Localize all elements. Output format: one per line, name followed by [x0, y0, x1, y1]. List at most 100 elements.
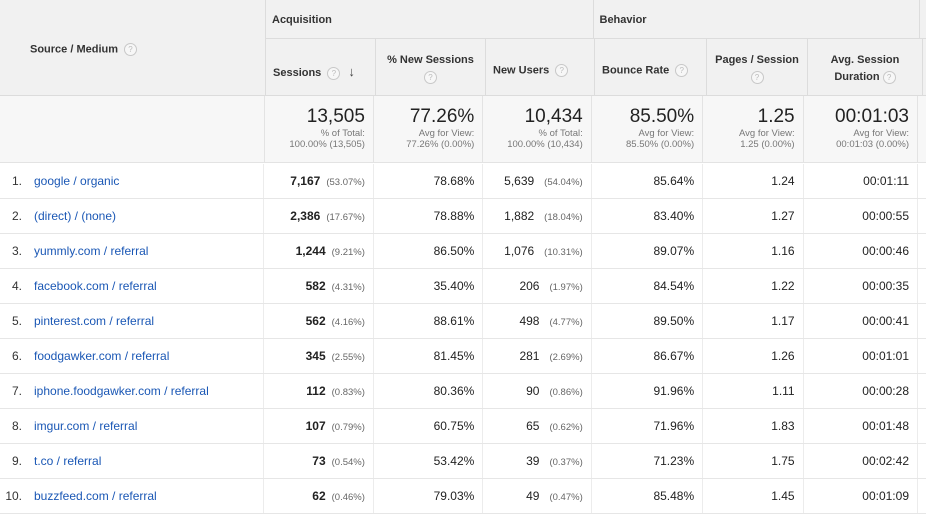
new-sessions-cell: 35.40%	[372, 269, 482, 303]
sessions-percent: (0.54%)	[331, 457, 365, 468]
pages-per-session-value: 1.45	[771, 489, 795, 503]
source-medium-header[interactable]: Source / Medium?	[0, 0, 265, 96]
source-medium-link[interactable]: yummly.com / referral	[34, 244, 149, 258]
source-medium-header-label: Source / Medium	[30, 43, 119, 56]
source-medium-link[interactable]: t.co / referral	[34, 454, 102, 468]
pages-per-session-column-header[interactable]: Pages / Session ?	[706, 39, 807, 95]
help-icon[interactable]: ?	[750, 70, 764, 84]
new-sessions-value: 78.88%	[433, 209, 475, 223]
sessions-column-header[interactable]: Sessions? ↓	[265, 39, 375, 95]
pages-per-session-cell: 1.16	[702, 234, 802, 268]
bounce-rate-cell: 89.50%	[590, 304, 702, 338]
source-medium-cell: 10. buzzfeed.com / referral	[0, 479, 263, 513]
bounce-rate-value: 91.96%	[653, 384, 695, 398]
totals-avg-session-duration-sub1: Avg for View:	[853, 128, 909, 139]
help-icon[interactable]: ?	[882, 70, 896, 84]
sessions-cell: 345 (2.55%)	[263, 339, 372, 373]
source-medium-link[interactable]: imgur.com / referral	[34, 419, 138, 433]
source-medium-cell: 7. iphone.foodgawker.com / referral	[0, 374, 263, 408]
avg-session-duration-cell: 00:01:01	[802, 339, 917, 373]
bounce-rate-column-header[interactable]: Bounce Rate?	[594, 39, 706, 95]
avg-session-duration-cell: 00:01:11	[802, 164, 917, 198]
table-row: 5. pinterest.com / referral 562 (4.16%) 88…	[0, 304, 926, 339]
sessions-percent: (0.79%)	[331, 422, 365, 433]
row-rank: 9.	[11, 454, 22, 468]
bounce-rate-value: 83.40%	[653, 209, 695, 223]
source-medium-link[interactable]: iphone.foodgawker.com / referral	[34, 384, 209, 398]
new-sessions-value: 53.42%	[433, 454, 475, 468]
help-icon[interactable]: ?	[424, 70, 437, 84]
sessions-percent: (9.21%)	[331, 247, 365, 258]
source-medium-cell: 6. foodgawker.com / referral	[0, 339, 263, 373]
source-medium-link[interactable]: foodgawker.com / referral	[34, 349, 170, 363]
totals-pages-per-session: 1.25 Avg for View: 1.25 (0.00%)	[702, 96, 802, 162]
pages-per-session-value: 1.26	[771, 349, 795, 363]
new-sessions-value: 80.36%	[433, 384, 475, 398]
header-filler	[922, 39, 926, 95]
table-row: 10. buzzfeed.com / referral 62 (0.46%) 79.…	[0, 479, 926, 514]
totals-new-users-value: 10,434	[524, 106, 583, 127]
avg-session-duration-cell: 00:00:41	[802, 304, 917, 338]
totals-label-cell	[0, 96, 264, 162]
totals-sessions-value: 13,505	[306, 106, 365, 127]
new-sessions-column-header[interactable]: % New Sessions ?	[375, 39, 485, 95]
row-rank: 1.	[11, 174, 22, 188]
new-sessions-cell: 80.36%	[372, 374, 482, 408]
sessions-cell: 73 (0.54%)	[263, 444, 372, 478]
table-row: 6. foodgawker.com / referral 345 (2.55%) 8…	[0, 339, 926, 374]
source-medium-link[interactable]: pinterest.com / referral	[34, 314, 155, 328]
source-medium-link[interactable]: (direct) / (none)	[34, 209, 117, 223]
sessions-value: 62	[312, 489, 326, 503]
sessions-cell: 62 (0.46%)	[263, 479, 372, 513]
pages-per-session-cell: 1.75	[702, 444, 802, 478]
totals-pages-per-session-sub2: 1.25 (0.00%)	[740, 139, 795, 150]
sessions-value: 112	[306, 384, 326, 398]
avg-session-duration-column-header[interactable]: Avg. Session Duration ?	[807, 39, 922, 95]
help-icon[interactable]: ?	[555, 64, 569, 77]
help-icon[interactable]: ?	[327, 66, 341, 80]
new-sessions-value: 60.75%	[433, 419, 475, 433]
source-medium-link[interactable]: google / organic	[34, 174, 120, 188]
sessions-value: 73	[312, 454, 326, 468]
sessions-value: 582	[305, 279, 326, 293]
table-row: 2. (direct) / (none) 2,386 (17.67%) 78.88%…	[0, 199, 926, 234]
avg-session-duration-cell: 00:00:35	[802, 269, 917, 303]
new-users-column-header[interactable]: New Users?	[485, 39, 594, 95]
bounce-rate-value: 85.48%	[653, 489, 695, 503]
bounce-rate-value: 71.96%	[653, 419, 695, 433]
help-icon[interactable]: ?	[124, 43, 138, 56]
source-medium-link[interactable]: facebook.com / referral	[34, 279, 157, 293]
sessions-value: 7,167	[290, 174, 321, 188]
pages-per-session-value: 1.27	[771, 209, 795, 223]
bounce-rate-cell: 86.67%	[590, 339, 702, 373]
bounce-rate-cell: 71.96%	[590, 409, 702, 443]
new-sessions-header-label: % New Sessions	[387, 54, 474, 66]
sessions-header-label: Sessions	[273, 67, 322, 79]
pages-per-session-value: 1.17	[771, 314, 795, 328]
source-medium-cell: 3. yummly.com / referral	[0, 234, 263, 268]
avg-session-duration-cell: 00:00:46	[802, 234, 917, 268]
bounce-rate-value: 71.23%	[653, 454, 695, 468]
bounce-rate-cell: 89.07%	[590, 234, 702, 268]
acquisition-group-header: Acquisition	[265, 0, 593, 38]
table-row: 9. t.co / referral 73 (0.54%) 53.42% 39 (0.…	[0, 444, 926, 479]
bounce-rate-cell: 85.48%	[590, 479, 702, 513]
new-sessions-cell: 53.42%	[372, 444, 482, 478]
row-rank: 3.	[11, 244, 22, 258]
bounce-rate-value: 89.50%	[653, 314, 695, 328]
source-medium-link[interactable]: buzzfeed.com / referral	[34, 489, 157, 503]
table-row: 3. yummly.com / referral 1,244 (9.21%) 86.…	[0, 234, 926, 269]
sessions-cell: 7,167 (53.07%)	[263, 164, 372, 198]
totals-pages-per-session-value: 1.25	[757, 106, 795, 127]
bounce-rate-cell: 91.96%	[590, 374, 702, 408]
new-users-value: 281	[519, 349, 540, 363]
new-users-cell: 281 (2.69%)	[482, 339, 590, 373]
totals-avg-session-duration-value: 00:01:03	[835, 106, 909, 127]
pages-per-session-value: 1.22	[771, 279, 795, 293]
new-sessions-cell: 60.75%	[372, 409, 482, 443]
totals-filler	[917, 96, 926, 162]
help-icon[interactable]: ?	[675, 64, 689, 77]
table-row: 8. imgur.com / referral 107 (0.79%) 60.75%…	[0, 409, 926, 444]
arrow-down-icon[interactable]: ↓	[348, 64, 355, 79]
pages-per-session-value: 1.75	[771, 454, 795, 468]
